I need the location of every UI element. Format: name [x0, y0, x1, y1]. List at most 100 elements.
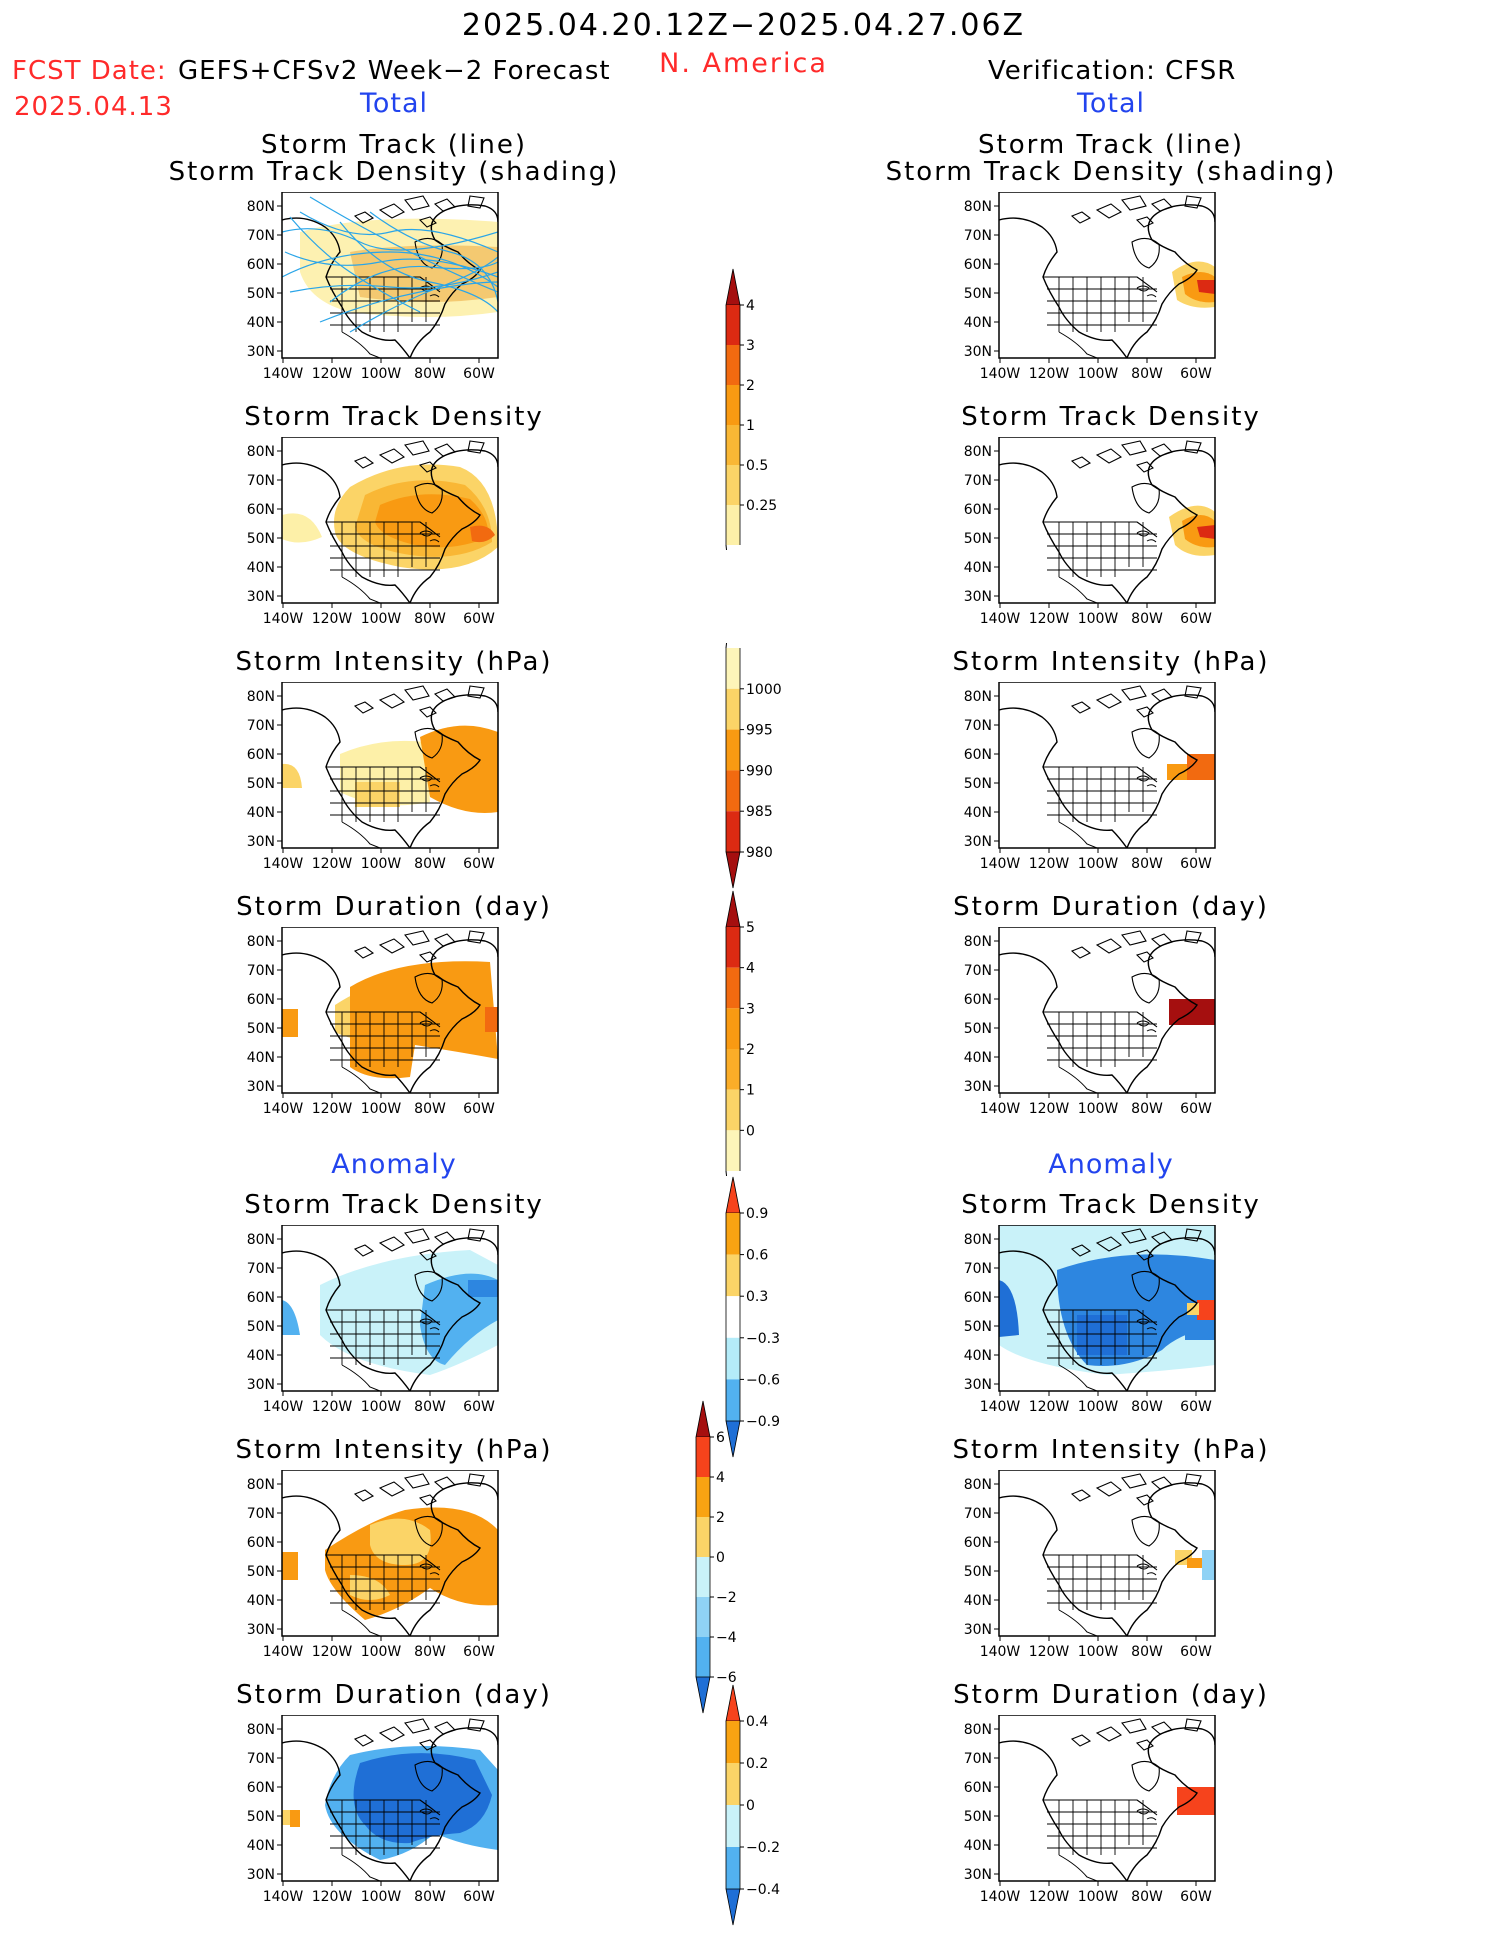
lon-tick-label: 80W	[1131, 1644, 1163, 1660]
lat-tick-label: 30N	[964, 1377, 992, 1393]
colorbar-tick-label: 6	[716, 1430, 725, 1446]
colorbar-tick-label: 0	[716, 1550, 725, 1566]
lat-tick-label: 50N	[964, 1319, 992, 1335]
colorbar-tick-label: 0.25	[746, 498, 777, 514]
lon-tick-label: 80W	[414, 856, 446, 872]
lon-tick-label: 60W	[1180, 366, 1212, 382]
lat-tick-label: 80N	[247, 1477, 275, 1493]
lon-tick-label: 100W	[1078, 1101, 1119, 1117]
lon-tick-label: 140W	[980, 1889, 1021, 1905]
colorbar-tick-label: 0	[746, 1123, 755, 1139]
lat-tick-label: 70N	[247, 473, 275, 489]
lat-tick-label: 50N	[964, 286, 992, 302]
lat-tick-label: 30N	[247, 1867, 275, 1883]
colorbar-tick-label: 995	[746, 723, 773, 739]
lon-tick-label: 60W	[1180, 1101, 1212, 1117]
colorbar-tick-label: −2	[716, 1590, 737, 1606]
colorbar-tick-label: 3	[746, 338, 755, 354]
lon-tick-label: 80W	[414, 611, 446, 627]
colorbar-tick-label: 0.4	[746, 1714, 768, 1730]
lat-tick-label: 70N	[964, 718, 992, 734]
map-forecast-duration: 80N 70N 60N 50N 40N 30N 140W 120W 100W 80W 60W	[230, 926, 560, 1131]
colorbar-tick-label: 0.3	[746, 1289, 768, 1305]
lon-tick-label: 80W	[1131, 1399, 1163, 1415]
map-verif-intensity: 80N 70N 60N 50N 40N 30N 140W 120W 100W 80W 60W	[947, 681, 1277, 886]
map-forecast-track-line: 80N 70N 60N 50N 40N 30N 140W 120W 100W 80W 60W	[230, 191, 560, 396]
lat-tick-label: 60N	[964, 502, 992, 518]
lat-tick-label: 60N	[247, 1535, 275, 1551]
lon-tick-label: 140W	[263, 1101, 304, 1117]
lon-tick-label: 120W	[312, 1399, 353, 1415]
lon-tick-label: 120W	[312, 856, 353, 872]
lon-tick-label: 120W	[1029, 1889, 1070, 1905]
lon-tick-label: 140W	[263, 1399, 304, 1415]
lat-tick-label: 60N	[247, 1780, 275, 1796]
colorbar-track-density-total: 4 3 2 1 0.5 0.25	[716, 264, 806, 584]
lon-tick-label: 120W	[312, 1101, 353, 1117]
map-forecast-intensity: 80N 70N 60N 50N 40N 30N 140W 120W 100W 80W 60W	[230, 681, 560, 886]
lon-tick-label: 80W	[414, 1101, 446, 1117]
lon-tick-label: 100W	[1078, 1644, 1119, 1660]
lon-tick-label: 80W	[414, 366, 446, 382]
colorbar-tick-label: 0.2	[746, 1756, 768, 1772]
left-anom-track-density-title: Storm Track Density	[244, 1190, 544, 1220]
lon-tick-label: 60W	[1180, 611, 1212, 627]
fcst-date-value: 2025.04.13	[14, 92, 173, 122]
left-track-line-title: Storm Track (line)	[261, 130, 527, 160]
lat-tick-label: 70N	[964, 473, 992, 489]
lon-tick-label: 60W	[1180, 856, 1212, 872]
map-verif-track-density: 80N 70N 60N 50N 40N 30N 140W 120W 100W 80W 60W	[947, 436, 1277, 641]
colorbar-tick-label: −0.3	[746, 1331, 780, 1347]
lat-tick-label: 70N	[247, 718, 275, 734]
right-track-density-title: Storm Track Density	[961, 402, 1261, 432]
lon-tick-label: 100W	[1078, 856, 1119, 872]
lat-tick-label: 40N	[964, 1838, 992, 1854]
right-anom-track-density-title: Storm Track Density	[961, 1190, 1261, 1220]
lat-tick-label: 40N	[964, 315, 992, 331]
map-verif-anom-density: 80N 70N 60N 50N 40N 30N 140W 120W 100W 80W 60W	[947, 1224, 1277, 1429]
lon-tick-label: 100W	[361, 856, 402, 872]
lon-tick-label: 60W	[463, 856, 495, 872]
lon-tick-label: 140W	[980, 1101, 1021, 1117]
lat-tick-label: 80N	[964, 199, 992, 215]
colorbar-tick-label: 4	[716, 1470, 725, 1486]
lat-tick-label: 30N	[247, 344, 275, 360]
lon-tick-label: 80W	[1131, 856, 1163, 872]
lon-tick-label: 120W	[1029, 856, 1070, 872]
lon-tick-label: 120W	[312, 366, 353, 382]
lat-tick-label: 60N	[964, 992, 992, 1008]
colorbar-intensity-anom: 6 4 2 0 −2 −4 −6	[686, 1396, 776, 1722]
right-intensity-title: Storm Intensity (hPa)	[952, 647, 1270, 677]
colorbar-tick-label: 1	[746, 418, 755, 434]
lat-tick-label: 70N	[247, 1261, 275, 1277]
lon-tick-label: 120W	[1029, 1644, 1070, 1660]
lat-tick-label: 30N	[247, 1079, 275, 1095]
map-verif-duration: 80N 70N 60N 50N 40N 30N 140W 120W 100W 80W 60W	[947, 926, 1277, 1131]
lat-tick-label: 80N	[247, 199, 275, 215]
lon-tick-label: 100W	[361, 1644, 402, 1660]
lat-tick-label: 70N	[247, 1506, 275, 1522]
lat-tick-label: 80N	[247, 444, 275, 460]
lat-tick-label: 70N	[964, 1261, 992, 1277]
colorbar-tick-label: 0.6	[746, 1248, 768, 1264]
colorbar-tick-label: 2	[716, 1510, 725, 1526]
lon-tick-label: 60W	[463, 1644, 495, 1660]
lat-tick-label: 50N	[247, 286, 275, 302]
lat-tick-label: 60N	[247, 257, 275, 273]
colorbar-tick-label: 4	[746, 298, 755, 314]
lon-tick-label: 140W	[263, 1644, 304, 1660]
lon-tick-label: 60W	[463, 1889, 495, 1905]
lat-tick-label: 30N	[247, 589, 275, 605]
colorbar-duration-anom: 0.4 0.2 0 −0.2 −0.4	[716, 1680, 806, 1934]
lat-tick-label: 60N	[247, 747, 275, 763]
lon-tick-label: 120W	[312, 611, 353, 627]
lon-tick-label: 120W	[312, 1889, 353, 1905]
lat-tick-label: 40N	[964, 1050, 992, 1066]
right-anom-duration-title: Storm Duration (day)	[953, 1680, 1269, 1710]
lat-tick-label: 50N	[247, 531, 275, 547]
colorbar-tick-label: −0.9	[746, 1414, 780, 1430]
lat-tick-label: 70N	[247, 1751, 275, 1767]
lat-tick-label: 40N	[964, 560, 992, 576]
lon-tick-label: 60W	[1180, 1889, 1212, 1905]
lat-tick-label: 80N	[964, 1232, 992, 1248]
